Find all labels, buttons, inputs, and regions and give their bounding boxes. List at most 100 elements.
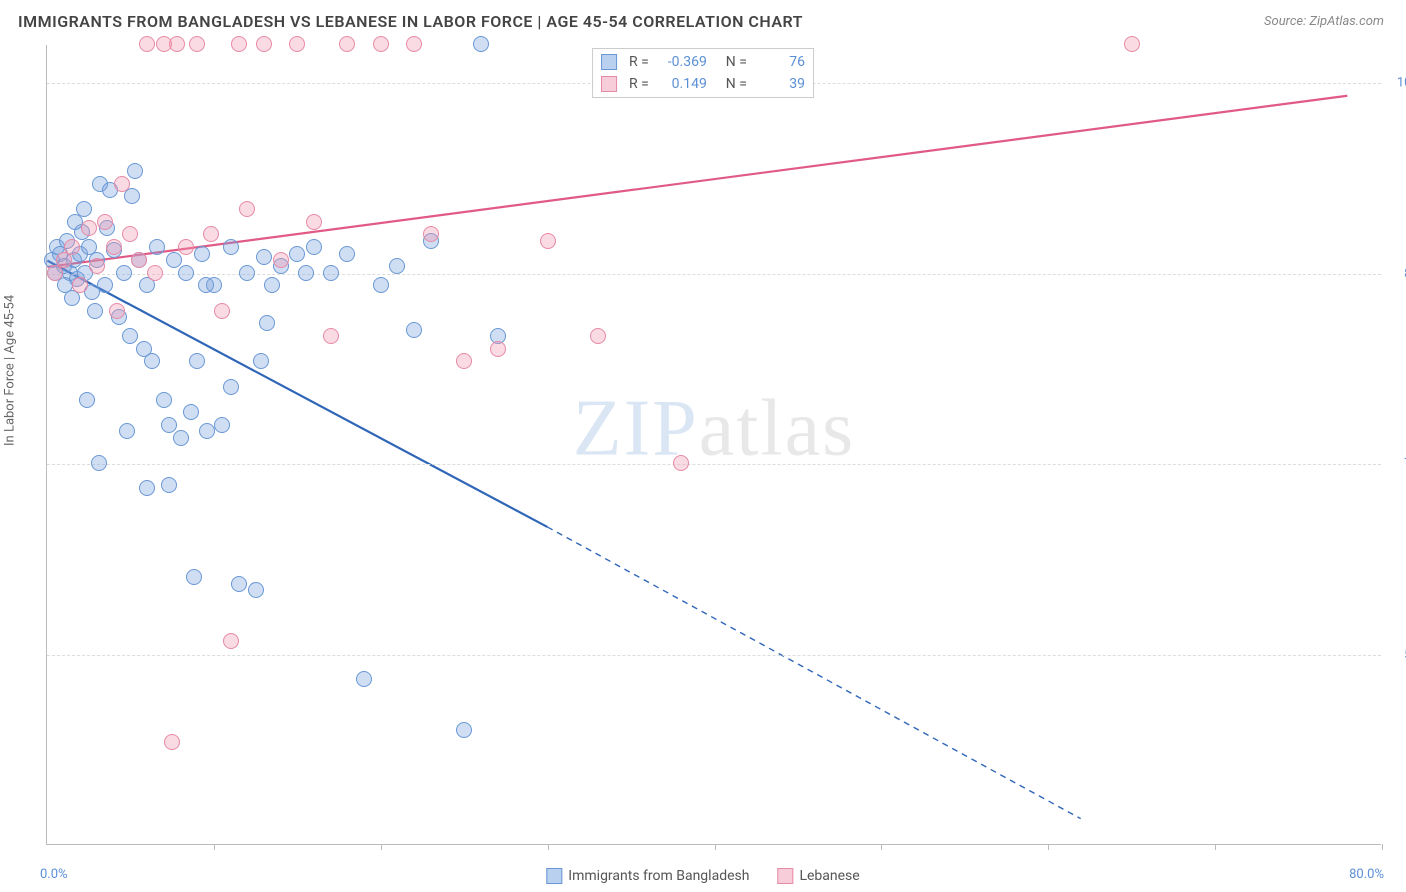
scatter-point-bangladesh (198, 277, 214, 293)
scatter-point-bangladesh (306, 239, 322, 255)
trendline-bangladesh (47, 261, 547, 527)
scatter-point-bangladesh (186, 569, 202, 585)
scatter-point-lebanese (239, 201, 255, 217)
x-max-label: 80.0% (1349, 867, 1384, 882)
scatter-point-lebanese (673, 455, 689, 471)
scatter-point-bangladesh (298, 265, 314, 281)
scatter-point-bangladesh (116, 265, 132, 281)
corr-N-value: 76 (753, 51, 805, 73)
scatter-point-lebanese (106, 239, 122, 255)
corr-R-label: R = (629, 73, 649, 95)
scatter-point-bangladesh (223, 239, 239, 255)
gridline (47, 464, 1381, 465)
scatter-point-lebanese (131, 252, 147, 268)
scatter-point-bangladesh (356, 671, 372, 687)
x-tick (881, 844, 882, 850)
scatter-point-bangladesh (173, 430, 189, 446)
gridline (47, 655, 1381, 656)
swatch-bangladesh (601, 54, 617, 70)
scatter-point-bangladesh (456, 722, 472, 738)
scatter-point-bangladesh (473, 36, 489, 52)
scatter-point-lebanese (214, 303, 230, 319)
legend-item-lebanese: Lebanese (777, 868, 859, 884)
scatter-point-bangladesh (149, 239, 165, 255)
y-tick-label: 55.0% (1389, 647, 1406, 662)
corr-N-label: N = (726, 51, 747, 73)
scatter-point-bangladesh (119, 423, 135, 439)
swatch-lebanese (601, 76, 617, 92)
scatter-point-bangladesh (156, 392, 172, 408)
scatter-point-lebanese (72, 277, 88, 293)
scatter-point-bangladesh (122, 328, 138, 344)
correlation-legend: R =-0.369 N =76R =0.149 N =39 (592, 48, 814, 98)
plot-area: ZIPatlas 55.0%70.0%85.0%100.0% (46, 45, 1381, 845)
scatter-point-bangladesh (406, 322, 422, 338)
scatter-point-bangladesh (199, 423, 215, 439)
scatter-point-lebanese (231, 36, 247, 52)
scatter-point-lebanese (373, 36, 389, 52)
x-tick (214, 844, 215, 850)
corr-R-value: 0.149 (655, 73, 707, 95)
scatter-point-bangladesh (256, 249, 272, 265)
scatter-point-lebanese (323, 328, 339, 344)
scatter-point-bangladesh (223, 379, 239, 395)
scatter-point-bangladesh (373, 277, 389, 293)
scatter-point-lebanese (81, 220, 97, 236)
corr-N-value: 39 (753, 73, 805, 95)
scatter-point-bangladesh (87, 303, 103, 319)
scatter-point-lebanese (590, 328, 606, 344)
scatter-point-lebanese (289, 36, 305, 52)
y-tick-label: 100.0% (1389, 76, 1406, 91)
scatter-point-lebanese (1124, 36, 1140, 52)
scatter-point-lebanese (147, 265, 163, 281)
x-tick (715, 844, 716, 850)
scatter-point-bangladesh (124, 188, 140, 204)
scatter-point-lebanese (540, 233, 556, 249)
source-label: Source: ZipAtlas.com (1264, 14, 1384, 29)
x-tick (1048, 844, 1049, 850)
y-axis-label: In Labor Force | Age 45-54 (3, 295, 18, 446)
scatter-point-bangladesh (239, 265, 255, 281)
trend-lines (47, 45, 1381, 844)
y-tick-label: 85.0% (1389, 266, 1406, 281)
scatter-point-lebanese (122, 226, 138, 242)
legend-label: Immigrants from Bangladesh (568, 868, 749, 884)
scatter-point-lebanese (203, 226, 219, 242)
chart-title: IMMIGRANTS FROM BANGLADESH VS LEBANESE I… (18, 12, 803, 31)
scatter-point-bangladesh (79, 392, 95, 408)
x-origin-label: 0.0% (40, 867, 68, 882)
y-tick-label: 70.0% (1389, 457, 1406, 472)
scatter-point-lebanese (109, 303, 125, 319)
scatter-point-lebanese (406, 36, 422, 52)
legend-swatch-lebanese (777, 868, 793, 884)
scatter-point-bangladesh (231, 576, 247, 592)
scatter-point-bangladesh (161, 477, 177, 493)
scatter-point-bangladesh (339, 246, 355, 262)
legend-label: Lebanese (799, 868, 859, 884)
scatter-point-lebanese (139, 36, 155, 52)
scatter-point-bangladesh (178, 265, 194, 281)
scatter-point-bangladesh (214, 417, 230, 433)
scatter-point-bangladesh (264, 277, 280, 293)
scatter-point-bangladesh (289, 246, 305, 262)
corr-R-value: -0.369 (655, 51, 707, 73)
legend-swatch-bangladesh (546, 868, 562, 884)
scatter-point-bangladesh (139, 480, 155, 496)
scatter-point-lebanese (490, 341, 506, 357)
corr-row-lebanese: R =0.149 N =39 (601, 73, 805, 95)
scatter-point-lebanese (423, 226, 439, 242)
scatter-point-lebanese (114, 176, 130, 192)
scatter-point-lebanese (164, 734, 180, 750)
legend-item-bangladesh: Immigrants from Bangladesh (546, 868, 749, 884)
x-tick (1215, 844, 1216, 850)
x-tick (1382, 844, 1383, 850)
scatter-point-lebanese (169, 36, 185, 52)
scatter-point-bangladesh (144, 353, 160, 369)
scatter-point-lebanese (306, 214, 322, 230)
scatter-point-lebanese (89, 258, 105, 274)
x-tick (548, 844, 549, 850)
scatter-point-lebanese (97, 214, 113, 230)
scatter-point-bangladesh (183, 404, 199, 420)
corr-R-label: R = (629, 51, 649, 73)
scatter-point-bangladesh (323, 265, 339, 281)
